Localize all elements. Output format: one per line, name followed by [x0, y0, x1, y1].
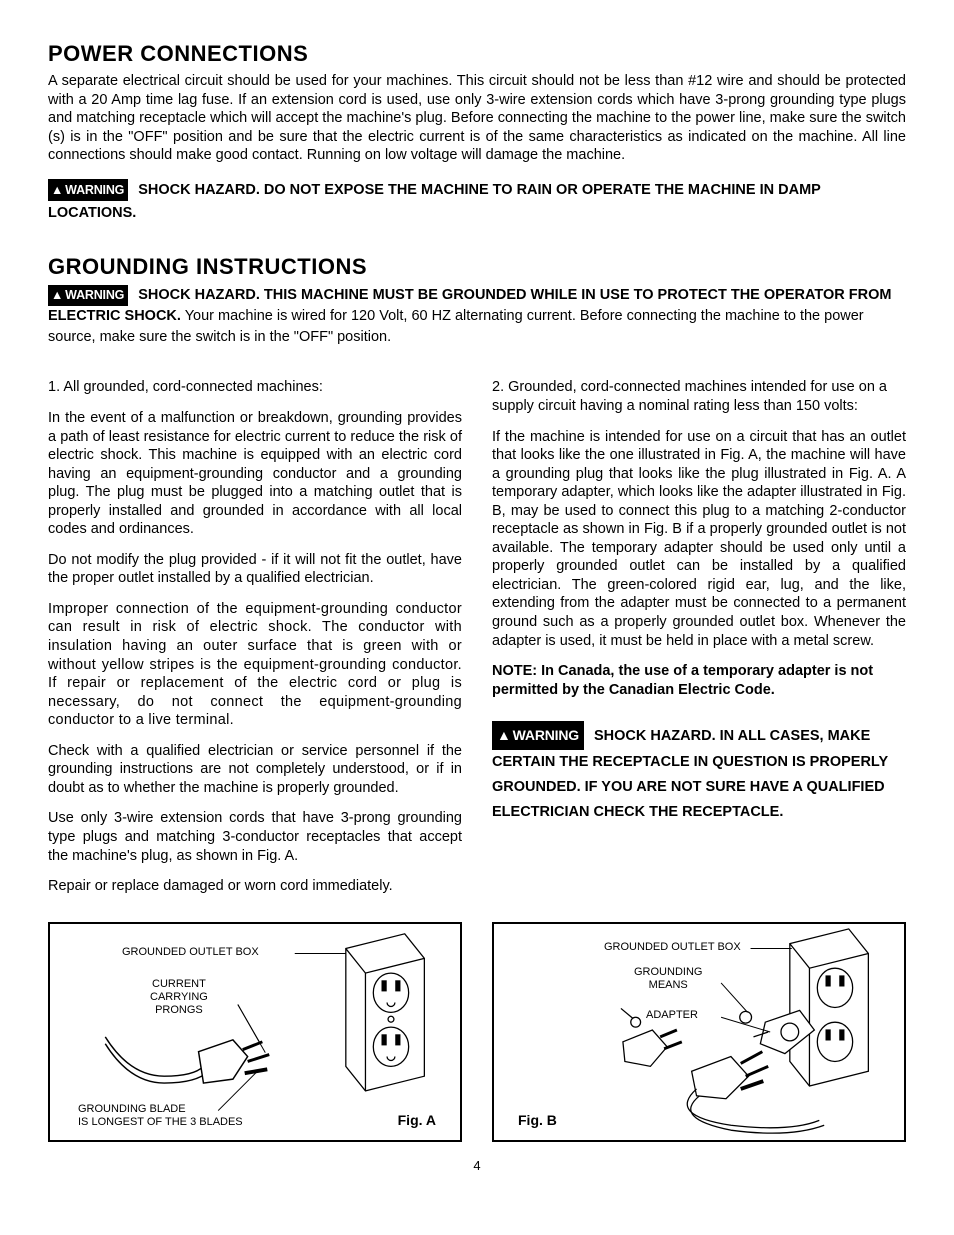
warning-badge-text: WARNING — [513, 727, 579, 743]
right-column: 2. Grounded, cord-connected machines int… — [492, 378, 906, 907]
warning-badge-text: WARNING — [65, 183, 124, 197]
power-warning-line: ▲WARNING SHOCK HAZARD. DO NOT EXPOSE THE… — [48, 179, 906, 225]
figure-row: GROUNDED OUTLET BOX CURRENT CARRYING PRO… — [48, 922, 906, 1142]
left-p4: Improper connection of the equipment-gro… — [48, 600, 462, 730]
grounding-warning-line: ▲WARNING SHOCK HAZARD. THIS MACHINE MUST… — [48, 285, 906, 348]
warning-badge-icon: ▲WARNING — [492, 721, 584, 750]
right-p2: If the machine is intended for use on a … — [492, 428, 906, 651]
warning-badge-icon: ▲WARNING — [48, 285, 128, 305]
figB-label-outlet: GROUNDED OUTLET BOX — [604, 941, 741, 954]
left-column: 1. All grounded, cord-connected machines… — [48, 378, 462, 907]
figA-label-blade: GROUNDING BLADE IS LONGEST OF THE 3 BLAD… — [78, 1103, 243, 1129]
figure-b-illustration — [494, 924, 904, 1140]
right-note: NOTE: In Canada, the use of a temporary … — [492, 662, 906, 699]
figB-label-adapter: ADAPTER — [646, 1009, 698, 1022]
left-p2: In the event of a malfunction or breakdo… — [48, 409, 462, 539]
left-p7: Repair or replace damaged or worn cord i… — [48, 877, 462, 896]
figure-a-box: GROUNDED OUTLET BOX CURRENT CARRYING PRO… — [48, 922, 462, 1142]
figA-label-outlet: GROUNDED OUTLET BOX — [122, 946, 259, 959]
left-p1: 1. All grounded, cord-connected machines… — [48, 378, 462, 397]
figure-a-label: Fig. A — [398, 1112, 436, 1130]
page-number: 4 — [48, 1158, 906, 1175]
figA-label-prongs: CURRENT CARRYING PRONGS — [150, 978, 208, 1018]
left-p5: Check with a qualified electrician or se… — [48, 742, 462, 798]
right-p1: 2. Grounded, cord-connected machines int… — [492, 378, 906, 415]
grounding-heading: GROUNDING INSTRUCTIONS — [48, 253, 906, 281]
figure-b-box: GROUNDED OUTLET BOX GROUNDING MEANS ADAP… — [492, 922, 906, 1142]
power-warning-text: SHOCK HAZARD. DO NOT EXPOSE THE MACHINE … — [48, 182, 821, 221]
figure-b-label: Fig. B — [518, 1112, 557, 1130]
two-column-layout: 1. All grounded, cord-connected machines… — [48, 378, 906, 907]
warning-badge-text: WARNING — [65, 288, 124, 302]
power-connections-body: A separate electrical circuit should be … — [48, 72, 906, 165]
right-warning: ▲WARNING SHOCK HAZARD. IN ALL CASES, MAK… — [492, 721, 906, 826]
power-connections-heading: POWER CONNECTIONS — [48, 40, 906, 68]
figB-label-grounding: GROUNDING MEANS — [634, 966, 702, 992]
warning-badge-icon: ▲WARNING — [48, 179, 128, 201]
left-p3: Do not modify the plug provided - if it … — [48, 551, 462, 588]
left-p6: Use only 3-wire extension cords that hav… — [48, 809, 462, 865]
